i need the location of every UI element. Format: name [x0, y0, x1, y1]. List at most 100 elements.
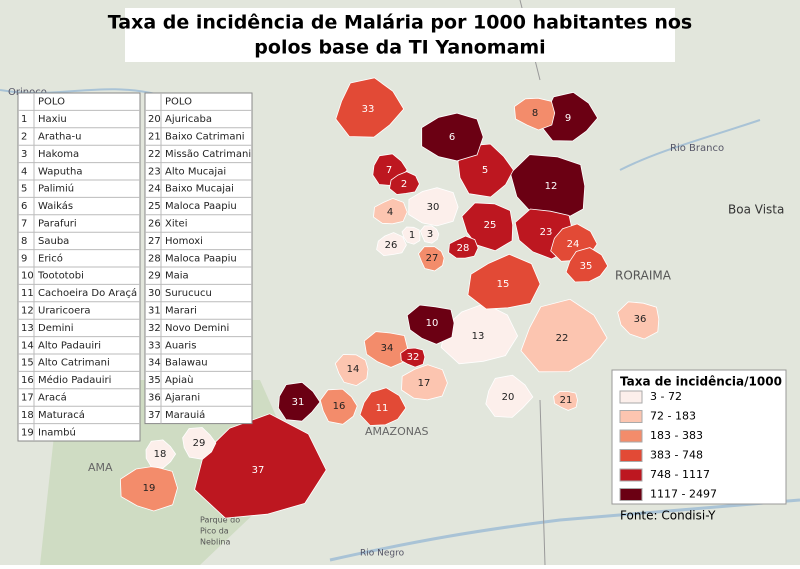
region-label: 34: [381, 343, 394, 354]
title: Taxa de incidência de Malária por 1000 h…: [108, 12, 692, 34]
region-label: 5: [482, 165, 488, 176]
region: [194, 413, 327, 519]
tables: POLO 1 Haxiu 2 Aratha-u 3 Hakoma 4 Waputha 5 Palim…: [17, 92, 253, 442]
table-cell: 35: [148, 375, 161, 386]
table-header: POLO: [165, 97, 192, 108]
table-cell: Baixo Catrimani: [165, 132, 245, 143]
table-cell: Novo Demini: [165, 323, 229, 334]
table-cell: Médio Padauiri: [38, 374, 111, 386]
table-cell: 7: [21, 219, 27, 230]
region-label: 9: [565, 113, 571, 124]
region-label: 26: [385, 240, 398, 251]
region: [485, 374, 534, 418]
table-cell: Ajarani: [165, 393, 200, 404]
table-cell: Demini: [38, 323, 74, 334]
table-cell: 17: [21, 393, 34, 404]
region: [520, 298, 608, 373]
place-label: RORAIMA: [615, 269, 672, 283]
region-label: 28: [457, 243, 470, 254]
legend: 3 - 72 72 - 183 183 - 383 383 - 748 748 - 11…: [619, 390, 717, 501]
region: [363, 331, 408, 368]
table-cell: Alto Mucajai: [165, 166, 226, 177]
table-cell: Apiaù: [165, 374, 193, 386]
region: [119, 465, 178, 512]
table-cell: Maloca Paapiu: [165, 201, 237, 212]
region-label: 6: [449, 132, 455, 143]
table-cell: Alto Padauiri: [38, 340, 101, 351]
region-label: 18: [154, 449, 167, 460]
region: [182, 427, 217, 460]
table-cell: Missão Catrimani: [165, 149, 251, 160]
region-label: 14: [347, 364, 360, 375]
region-label: 30: [427, 202, 440, 213]
region: [376, 232, 407, 257]
table: [144, 92, 253, 425]
table-cell: 19: [21, 427, 34, 438]
region-label: 32: [407, 352, 420, 363]
table-cell: Waikás: [38, 200, 73, 212]
legend-swatch: [619, 468, 643, 482]
region-label: 37: [252, 465, 265, 476]
place-label: AMA: [88, 461, 113, 474]
table-cell: Marauiá: [165, 409, 205, 421]
table-cell: 34: [148, 358, 161, 369]
region: [408, 187, 459, 227]
table-cell: 3: [21, 149, 27, 160]
place-label: Rio Branco: [670, 143, 724, 154]
table-cell: Uraricoera: [38, 306, 90, 317]
region: [334, 354, 369, 387]
table-cell: Haxiu: [38, 114, 67, 125]
table-cell: Alto Catrimani: [38, 358, 110, 369]
table-cell: 6: [21, 201, 27, 212]
region: [461, 202, 514, 252]
table-cell: Maia: [165, 271, 189, 282]
legend-label: 383 - 748: [650, 449, 703, 462]
table-cell: 13: [21, 323, 34, 334]
table-cell: 36: [148, 393, 161, 404]
river: [0, 88, 161, 96]
place-label: Pico da: [200, 527, 229, 536]
legend-swatch: [619, 449, 643, 462]
region-label: 23: [540, 227, 553, 238]
table-cell: Sauba: [38, 236, 69, 247]
region: [401, 364, 448, 401]
legend-title: Taxa de incidência/1000: [620, 375, 782, 389]
table-cell: Aratha-u: [38, 132, 81, 143]
place-label: AMAZONAS: [365, 425, 428, 438]
region: [457, 143, 514, 198]
region-label: 13: [472, 331, 485, 342]
region-label: 7: [386, 165, 392, 176]
legend-label: 3 - 72: [650, 390, 682, 403]
place-label: Parque do: [200, 516, 240, 525]
region: [401, 226, 421, 245]
river: [619, 119, 761, 171]
table-cell: 16: [21, 375, 34, 386]
table-cell: Palimiú: [38, 183, 74, 195]
source: Fonte: Condisi-Y: [620, 509, 716, 523]
table-cell: 30: [148, 288, 161, 299]
region-label: 27: [426, 253, 439, 264]
table-cell: 9: [21, 253, 27, 264]
region-label: 10: [426, 318, 439, 329]
region-label: 19: [143, 483, 156, 494]
region-label: 25: [484, 220, 497, 231]
legend-label: 183 - 383: [650, 429, 703, 442]
region: [145, 439, 177, 469]
table-cell: Maloca Paapiu: [165, 253, 237, 264]
region: [335, 77, 405, 138]
region: [617, 301, 660, 340]
table-cell: 33: [148, 340, 161, 351]
region-label: 17: [418, 378, 431, 389]
table-cell: 1: [21, 114, 27, 125]
table-cell: 22: [148, 149, 161, 160]
region: [467, 253, 541, 310]
legend-label: 1117 - 2497: [650, 488, 717, 501]
table-cell: 8: [21, 236, 27, 247]
title: polos base da TI Yanomami: [254, 37, 545, 59]
region-label: 22: [556, 333, 569, 344]
table-cell: Parafuri: [38, 219, 77, 230]
table-cell: Surucucu: [165, 288, 212, 299]
legend-label: 72 - 183: [650, 410, 696, 423]
